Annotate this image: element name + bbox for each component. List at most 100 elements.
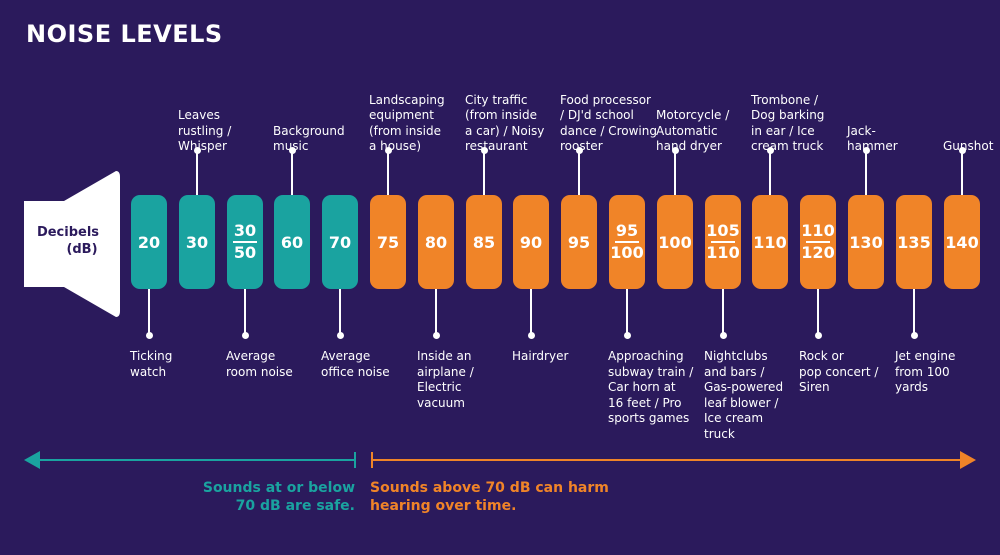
level-connector	[913, 289, 915, 336]
level-label-line: yards	[895, 380, 929, 395]
decibels-label: Decibels (dB)	[30, 224, 106, 258]
level-connector	[722, 289, 724, 336]
safe-arrow-head-icon	[24, 451, 40, 469]
level-label-line: Electric	[417, 380, 462, 395]
level-pill: 95 100	[609, 195, 645, 289]
level-label-line: Whisper	[178, 139, 227, 154]
level-label-line: Leaves	[178, 108, 220, 123]
level-connector-dot	[814, 332, 822, 339]
level-range-value: 110 120	[801, 222, 834, 262]
level-connector-dot	[958, 147, 966, 154]
level-pill: 130	[848, 195, 884, 289]
level-label-line: City traffic	[465, 92, 528, 107]
level-pill: 105 110	[705, 195, 741, 289]
level-label-line: rooster	[560, 139, 603, 154]
harm-arrow-head-icon	[960, 451, 976, 469]
level-label: Leaves rustling / Whisper	[178, 108, 231, 155]
level-connector	[435, 289, 437, 336]
level-label-line: Motorcycle /	[656, 108, 730, 123]
level-value: 90	[519, 232, 543, 252]
level-pill: 110 120	[800, 195, 836, 289]
level-label-line: (from inside	[369, 123, 441, 138]
level-range-low: 105	[706, 221, 740, 240]
level-label: Gunshot	[943, 139, 993, 155]
level-label-line: sports games	[608, 411, 690, 426]
level-pill: 140	[944, 195, 980, 289]
level-label-line: Trombone /	[751, 92, 819, 107]
level-pill: 95	[561, 195, 597, 289]
level-label-line: equipment	[369, 108, 434, 123]
level-label-line: Ice cream	[704, 411, 764, 426]
level-connector-dot	[910, 332, 918, 339]
level-range-divider	[806, 241, 830, 243]
harm-note-line1: Sounds above 70 dB can harm	[370, 480, 609, 496]
level-connector-dot	[623, 332, 631, 339]
level-connector	[674, 152, 676, 195]
level-connector-dot	[671, 147, 679, 154]
level-label: Background music	[273, 124, 345, 155]
level-label-line: dance / Crowing	[560, 123, 657, 138]
level-label-line: / DJ'd school	[560, 108, 634, 123]
level-label-line: subway train /	[608, 364, 694, 379]
level-range-high: 120	[801, 243, 835, 262]
level-label-line: (from inside	[465, 108, 537, 123]
level-pill: 110	[752, 195, 788, 289]
level-value: 100	[658, 232, 692, 252]
level-label-line: Approaching	[608, 349, 684, 363]
level-connector-dot	[862, 147, 870, 154]
level-range-low: 30	[233, 221, 257, 240]
level-connector-dot	[288, 147, 296, 154]
level-pill: 80	[418, 195, 454, 289]
level-range-high: 100	[610, 243, 644, 262]
level-label-line: from 100	[895, 364, 950, 379]
level-value: 80	[424, 232, 448, 252]
level-connector	[817, 289, 819, 336]
level-pill: 20	[131, 195, 167, 289]
level-label: Landscaping equipment (from inside a house)	[369, 93, 445, 155]
level-label: Food processor / DJ'd school dance / Crowi…	[560, 93, 657, 155]
level-label-line: Landscaping	[369, 92, 445, 107]
level-label-line: Gunshot	[943, 139, 994, 154]
level-range-low: 110	[801, 221, 835, 240]
level-pill: 60	[274, 195, 310, 289]
level-label-line: airplane /	[417, 364, 474, 379]
page-title: NOISE LEVELS	[26, 20, 223, 48]
level-range-high: 110	[706, 243, 740, 262]
level-connector	[291, 152, 293, 195]
level-connector-dot	[145, 332, 153, 339]
level-pill: 90	[513, 195, 549, 289]
level-range-value: 30 50	[233, 222, 257, 262]
level-range-high: 50	[233, 243, 257, 262]
level-label: Rock or pop concert / Siren	[799, 349, 878, 396]
level-connector-dot	[575, 147, 583, 154]
level-pill: 135	[896, 195, 932, 289]
level-label-line: Nightclubs	[704, 349, 768, 363]
level-pill: 75	[370, 195, 406, 289]
level-label-line: Jack-	[847, 123, 876, 138]
level-connector	[244, 289, 246, 336]
level-label-line: truck	[704, 426, 735, 441]
level-connector-dot	[527, 332, 535, 339]
level-label-line: Food processor	[560, 92, 651, 107]
level-label: Ticking watch	[130, 349, 172, 380]
level-label-line: Background	[273, 123, 345, 138]
level-connector	[626, 289, 628, 336]
level-value: 140	[945, 232, 979, 252]
level-label-line: Gas-powered	[704, 380, 784, 395]
range-arrows	[24, 451, 976, 469]
level-label: City traffic (from inside a car) / Noisy re…	[465, 93, 544, 155]
level-label-line: leaf blower /	[704, 395, 779, 410]
level-label: Trombone / Dog barking in ear / Ice cream t…	[751, 93, 824, 155]
level-pill: 85	[466, 195, 502, 289]
level-pill: 100	[657, 195, 693, 289]
level-connector	[961, 152, 963, 195]
safe-note-line2: 70 dB are safe.	[235, 498, 355, 514]
safe-note: Sounds at or below 70 dB are safe.	[203, 479, 355, 515]
level-label-line: in ear / Ice	[751, 123, 815, 138]
level-label-line: watch	[130, 364, 167, 379]
level-range-divider	[615, 241, 639, 243]
level-pill: 70	[322, 195, 358, 289]
level-value: 110	[753, 232, 787, 252]
level-label-line: Car horn at	[608, 380, 676, 395]
